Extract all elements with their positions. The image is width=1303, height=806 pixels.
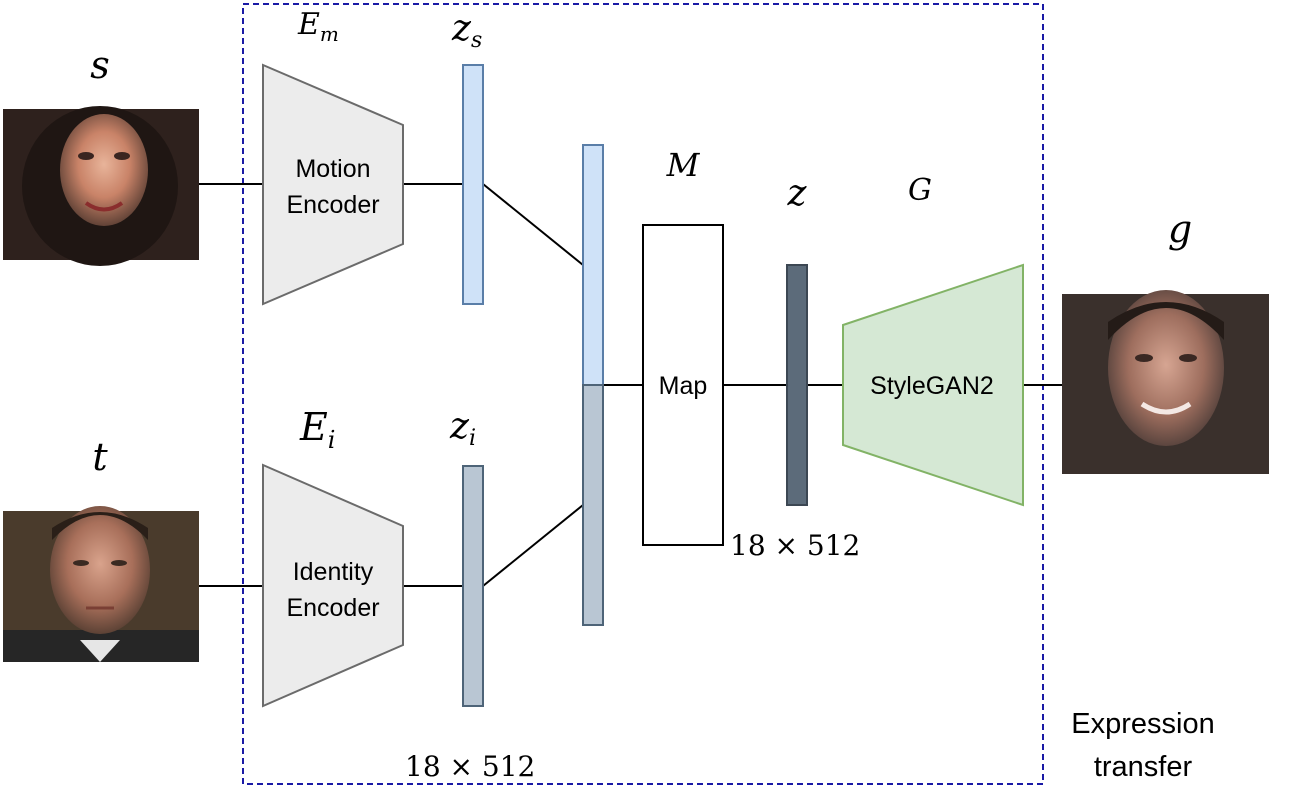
stylegan-block [842, 263, 1024, 507]
identity-encoder-block [262, 463, 404, 708]
connections [199, 183, 1062, 587]
identity-encoder-label-2: Encoder [286, 594, 379, 622]
motion-encoder-label-1: Motion [295, 155, 370, 183]
target-label: t [92, 435, 108, 479]
motion-encoder-label-2: Encoder [286, 191, 379, 219]
concat-vector-bottom [582, 384, 604, 626]
caption-line-2: transfer [1094, 751, 1193, 783]
source-label: s [90, 43, 110, 87]
module-frame [242, 3, 1044, 785]
zi-label: zi [449, 406, 476, 451]
map-output-dim-label: 18 × 512 [730, 529, 860, 562]
source-face-image [3, 106, 199, 266]
generated-label: g [1168, 207, 1192, 251]
target-face-image [3, 506, 199, 662]
generator-symbol: G [908, 173, 932, 208]
line-zi-to-concat [482, 504, 584, 587]
z-vector-bar [786, 264, 808, 506]
map-block [642, 224, 724, 546]
zs-vector-bar [462, 64, 484, 305]
identity-output-dim-label: 18 × 512 [405, 750, 535, 783]
concat-vector-top [582, 144, 604, 386]
map-block-label: Map [659, 372, 708, 400]
map-symbol: M [666, 146, 701, 184]
identity-encoder-symbol: Ei [299, 405, 335, 454]
latent-z-label: z [787, 173, 808, 214]
generated-face-image [1062, 290, 1269, 474]
motion-encoder-symbol: Em [297, 7, 339, 46]
motion-encoder-block [262, 63, 404, 306]
zi-vector-bar [462, 465, 484, 707]
identity-encoder-label-1: Identity [293, 558, 374, 586]
stylegan-block-label: StyleGAN2 [870, 372, 994, 400]
zs-label: zs [451, 8, 482, 53]
line-zs-to-concat [482, 183, 584, 266]
caption-line-1: Expression [1071, 708, 1214, 740]
